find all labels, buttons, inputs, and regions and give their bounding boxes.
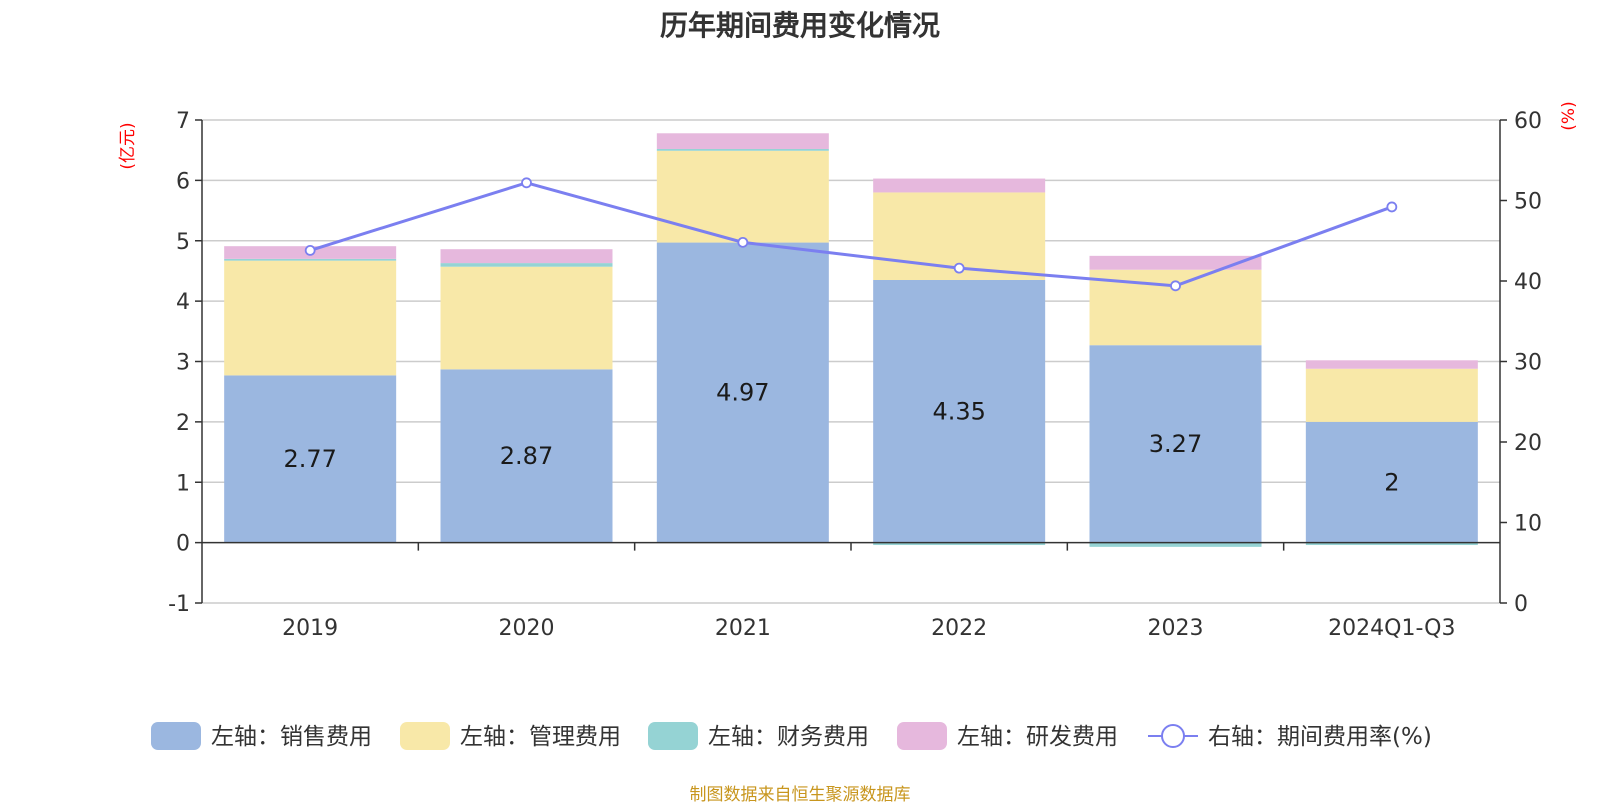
x-axis-label: 2024Q1-Q3 — [1328, 616, 1455, 641]
legend-label-rd: 左轴：研发费用 — [957, 724, 1118, 750]
legend-swatch-finance — [648, 722, 698, 750]
right-axis-tick-label: 60 — [1514, 109, 1542, 134]
legend-label-sales: 左轴：销售费用 — [211, 724, 372, 750]
left-axis-tick-label: 0 — [176, 532, 190, 557]
bar-rd-2022 — [873, 178, 1046, 193]
data-source-note: 制图数据来自恒生聚源数据库 — [689, 785, 911, 805]
data-label-sales: 3.27 — [1149, 430, 1202, 458]
legend-label-admin: 左轴：管理费用 — [460, 724, 621, 750]
bar-finance-2019 — [224, 258, 397, 261]
data-label-sales: 2.87 — [500, 442, 553, 470]
x-axis-label: 2021 — [715, 616, 771, 641]
data-label-sales: 2.77 — [283, 445, 336, 473]
bar-finance-2022 — [873, 542, 1046, 546]
left-axis-tick-label: -1 — [168, 592, 190, 617]
bar-sales-2019 — [224, 375, 397, 543]
bar-rd-2021 — [656, 133, 829, 149]
rate-line — [309, 181, 1393, 288]
legend-label-finance: 左轴：财务费用 — [708, 724, 869, 750]
bar-admin-2019 — [224, 260, 397, 376]
rate-point-2024Q1-Q3 — [1386, 201, 1398, 213]
bar-finance-2020 — [440, 263, 613, 267]
bar-admin-2021 — [656, 150, 829, 243]
bar-rd-2023 — [1089, 255, 1262, 270]
legend-swatch-rate-marker — [1161, 724, 1185, 748]
rate-point-2023 — [1170, 280, 1181, 292]
x-axis-label: 2022 — [931, 616, 987, 641]
bar-sales-2021 — [656, 242, 829, 543]
bar-rd-2024Q1-Q3 — [1305, 360, 1478, 369]
left-axis-tick-label: 7 — [176, 109, 190, 134]
bar-sales-2023 — [1089, 345, 1262, 543]
data-label-sales: 4.97 — [716, 379, 769, 407]
bar-finance-2021 — [656, 148, 829, 151]
right-axis-tick-label: 10 — [1514, 512, 1542, 537]
bar-sales-2024Q1-Q3 — [1305, 421, 1478, 543]
right-axis-tick-label: 40 — [1514, 270, 1542, 295]
left-axis-unit: (亿元) — [118, 122, 138, 169]
data-label-sales: 4.35 — [932, 397, 985, 425]
bar-sales-2022 — [873, 279, 1046, 543]
x-axis-label: 2019 — [282, 616, 338, 641]
right-axis-tick-label: 0 — [1514, 592, 1528, 617]
right-axis-unit: (%) — [1559, 101, 1579, 130]
left-axis-tick-label: 3 — [176, 351, 190, 376]
bar-sales-2020 — [440, 369, 613, 543]
right-axis-tick-label: 20 — [1514, 431, 1542, 456]
x-axis-label: 2023 — [1148, 616, 1204, 641]
x-axis-label: 2020 — [499, 616, 555, 641]
left-axis-tick-label: 4 — [176, 290, 190, 315]
legend-label-rate: 右轴：期间费用率(%) — [1208, 724, 1432, 750]
legend-swatch-rd — [897, 722, 947, 750]
right-axis-tick-label: 50 — [1514, 190, 1542, 215]
left-axis-tick-label: 5 — [176, 230, 190, 255]
rate-point-2020 — [521, 177, 532, 189]
legend-swatch-sales — [151, 722, 201, 750]
rate-point-2019 — [304, 245, 316, 256]
data-label-sales: 2 — [1384, 468, 1399, 496]
rate-point-2022 — [953, 262, 965, 274]
right-axis-tick-label: 30 — [1514, 351, 1542, 376]
legend-swatch-admin — [400, 722, 450, 750]
bar-rd-2020 — [440, 249, 613, 264]
rate-point-2021 — [737, 236, 749, 248]
chart-title: 历年期间费用变化情况 — [659, 9, 940, 42]
left-axis-tick-label: 6 — [176, 169, 190, 194]
left-axis-tick-label: 2 — [176, 411, 190, 436]
bar-finance-2023 — [1089, 542, 1262, 547]
bar-finance-2024Q1-Q3 — [1305, 542, 1478, 546]
bar-admin-2024Q1-Q3 — [1305, 368, 1478, 422]
left-axis-tick-label: 1 — [176, 471, 190, 496]
bar-admin-2020 — [440, 266, 613, 370]
